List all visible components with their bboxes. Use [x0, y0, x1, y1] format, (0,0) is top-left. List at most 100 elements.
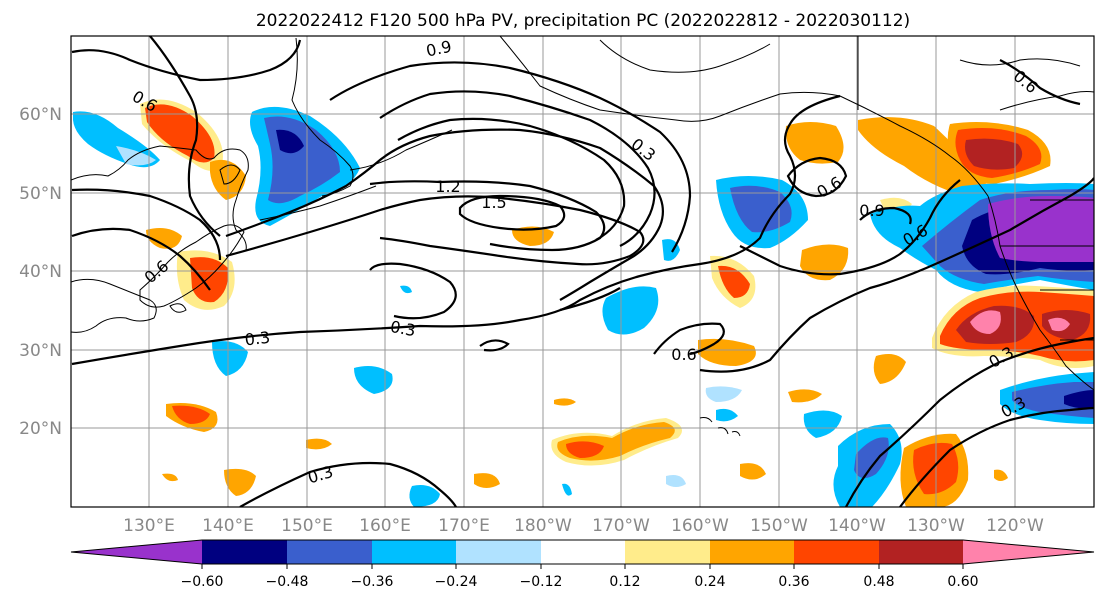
- shade-negative: [276, 129, 304, 154]
- contour-line: [899, 406, 1094, 507]
- contour-line: [397, 117, 626, 241]
- lat-label: 50°N: [19, 184, 62, 204]
- lon-label: 130°W: [907, 516, 965, 536]
- colorbar-tick-label: 0.24: [694, 574, 725, 590]
- shade-negative: [988, 196, 1094, 262]
- lon-label: 140°E: [202, 516, 254, 536]
- lon-label: 140°W: [828, 516, 886, 536]
- contour-line: [71, 39, 302, 82]
- shade-negative: [116, 146, 156, 166]
- shade-positive: [785, 122, 844, 164]
- contour-line: [739, 179, 961, 276]
- contour-line: [71, 227, 211, 291]
- contour-line: [458, 194, 566, 231]
- lon-label: 170°E: [438, 516, 490, 536]
- contour-label: 1.5: [481, 193, 506, 212]
- lon-label: 120°W: [986, 516, 1044, 536]
- colorbar-cell: [710, 540, 794, 564]
- colorbar-tick-label: −0.24: [435, 574, 478, 590]
- colorbar-cell: [879, 540, 963, 564]
- shade-positive: [162, 473, 178, 482]
- contour-line: [225, 195, 645, 266]
- shade-negative: [666, 475, 686, 487]
- lon-label: 160°E: [359, 516, 411, 536]
- contour-line: [999, 59, 1081, 106]
- contour-line: [479, 339, 510, 352]
- contour-line: [699, 177, 1094, 373]
- contour-line: [379, 90, 656, 247]
- lat-label: 60°N: [19, 105, 62, 125]
- lon-label: 160°W: [671, 516, 729, 536]
- shade-negative: [602, 286, 659, 335]
- colorbar-tick-label: −0.48: [266, 574, 309, 590]
- contour-line: [149, 36, 221, 237]
- colorbar-tick-label: −0.36: [351, 574, 394, 590]
- shade-positive: [873, 354, 906, 384]
- shade-negative: [1064, 390, 1094, 409]
- latitude-labels: 60°N 50°N 40°N 30°N 20°N: [19, 105, 62, 439]
- shade-negative: [716, 408, 738, 422]
- coast-asia: [71, 145, 249, 333]
- shade-positive: [788, 389, 822, 403]
- colorbar-tick-label: −0.60: [181, 574, 224, 590]
- lon-label: 130°E: [123, 516, 175, 536]
- contour-label: 0.6: [671, 345, 696, 364]
- colorbar-tick-label: 0.48: [863, 574, 894, 590]
- coast-hawaii: [699, 417, 741, 437]
- colorbar-ticks: [201, 564, 964, 569]
- contour-line: [71, 94, 841, 366]
- colorbar: −0.60 −0.48 −0.36 −0.24 −0.12 0.12 0.24 …: [70, 539, 1095, 590]
- shade-negative: [730, 185, 792, 233]
- lon-label: 150°E: [281, 516, 333, 536]
- colorbar-cell: [372, 540, 456, 564]
- lat-label: 40°N: [19, 262, 62, 282]
- contour-label: 1.2: [435, 177, 460, 196]
- colorbar-extend-max: [963, 540, 1094, 564]
- shade-negative: [354, 366, 393, 394]
- colorbar-tick-label: 0.12: [609, 574, 640, 590]
- contour-line: [239, 461, 457, 507]
- shade-positive: [224, 468, 256, 496]
- colorbar-tick-label: −0.12: [520, 574, 563, 590]
- shade-negative: [705, 386, 742, 402]
- contour-line: [653, 322, 725, 356]
- shade-positive: [172, 405, 210, 424]
- contour-line: [329, 61, 692, 253]
- shade-positive: [1048, 317, 1070, 332]
- shade-negative: [409, 485, 440, 507]
- lat-label: 30°N: [19, 341, 62, 361]
- shade-positive: [965, 138, 1023, 170]
- coast-alaska: [499, 36, 1094, 197]
- contour-line: [859, 206, 912, 225]
- shade-positive: [566, 441, 604, 458]
- shade-positive: [718, 265, 750, 298]
- shade-positive: [474, 473, 500, 488]
- shade-positive: [554, 398, 576, 406]
- contour-line: [845, 336, 1094, 507]
- lon-label: 170°W: [592, 516, 650, 536]
- contour-label: 0.3: [244, 328, 271, 350]
- longitude-labels: 130°E 140°E 150°E 160°E 170°E 180°W 170°…: [123, 516, 1044, 536]
- colorbar-extend-min: [71, 540, 202, 564]
- contour-line: [71, 188, 222, 261]
- shade-positive: [970, 310, 1001, 334]
- colorbar-cell: [625, 540, 710, 564]
- map-frame: [70, 35, 1095, 508]
- shade-positive: [306, 438, 332, 450]
- precip-shading: [73, 99, 1094, 507]
- map-panel: 0.6 0.9 1.2 1.5 0.3 0.6 0.3 0.3 0.6 0.6 …: [70, 35, 1095, 508]
- contour-line: [369, 180, 606, 252]
- colorbar-cell: [541, 540, 625, 564]
- colorbar-cell: [202, 540, 287, 564]
- shade-positive: [145, 104, 215, 163]
- shade-negative: [400, 285, 412, 294]
- lat-label: 20°N: [19, 419, 62, 439]
- shade-negative: [803, 410, 842, 438]
- colorbar-cell: [287, 540, 372, 564]
- graticule: [71, 36, 1094, 507]
- contour-label: 0.9: [859, 201, 884, 220]
- pv-contours: [71, 36, 1094, 507]
- lon-label: 180°W: [514, 516, 572, 536]
- contour-line: [369, 262, 457, 320]
